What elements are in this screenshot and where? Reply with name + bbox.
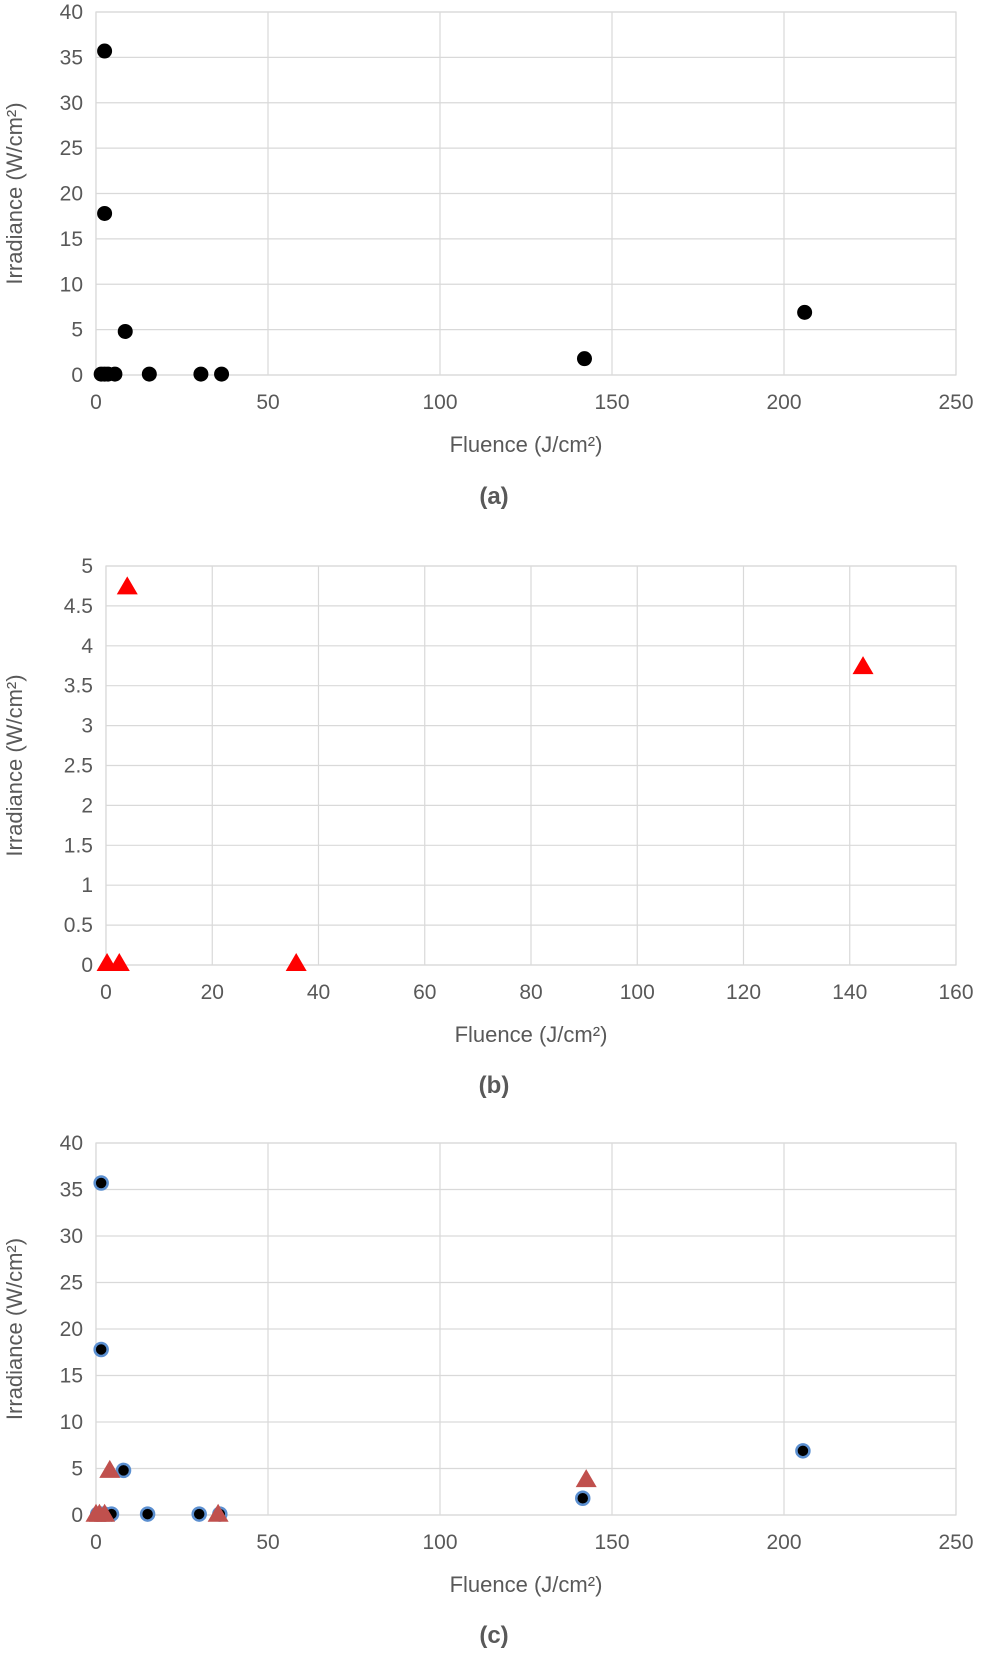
chart-3: 0 50 100 150 200 250 0 5 10 15 20 25 30 35 40 Fluence (… <box>2 1132 974 1649</box>
plot-frame <box>95 11 957 376</box>
data-point <box>117 323 133 339</box>
chart-caption: (b) <box>479 1072 510 1099</box>
x-axis-title: Fluence (J/cm²) <box>450 1572 603 1597</box>
data-point <box>193 366 209 382</box>
y-tick-label: 3.5 <box>64 675 93 698</box>
data-point <box>575 1490 591 1507</box>
data-point <box>214 366 230 382</box>
x-tick-label: 250 <box>938 391 973 414</box>
data-point <box>191 1506 207 1522</box>
y-tick-label: 20 <box>60 1318 83 1341</box>
x-tick-label: 0 <box>100 981 112 1004</box>
x-tick-label: 120 <box>726 981 761 1004</box>
data-point <box>99 1459 121 1478</box>
data-point <box>285 953 307 972</box>
data-point <box>852 656 874 675</box>
y-tick-label: 5 <box>71 1458 83 1481</box>
y-tick-label: 10 <box>60 1411 83 1434</box>
y-tick-label: 0.5 <box>64 914 93 937</box>
y-tick-label: 20 <box>60 183 83 206</box>
x-tick-label: 150 <box>594 1531 629 1554</box>
data-point <box>107 366 123 382</box>
chart-caption: (c) <box>479 1622 508 1649</box>
data-point <box>797 304 813 320</box>
x-tick-label: 160 <box>938 981 973 1004</box>
y-tick-label: 15 <box>60 228 83 251</box>
x-tick-label: 0 <box>90 391 102 414</box>
plot-frame <box>105 565 957 966</box>
y-tick-label: 25 <box>60 1272 83 1295</box>
y-tick-label: 15 <box>60 1365 83 1388</box>
series-2 <box>85 1459 597 1522</box>
x-tick-label: 100 <box>620 981 655 1004</box>
data-point <box>97 43 113 59</box>
y-tick-label: 4 <box>81 635 93 658</box>
series-1 <box>96 576 874 972</box>
data-point <box>108 953 130 972</box>
data-point <box>93 1341 109 1358</box>
data-point <box>139 1506 156 1522</box>
x-tick-label: 200 <box>766 1531 801 1554</box>
x-tick-label: 0 <box>90 1531 102 1554</box>
y-tick-label: 2.5 <box>64 755 93 778</box>
data-point <box>141 366 157 382</box>
y-axis-title: Irradiance (W/cm²) <box>2 1238 27 1420</box>
data-point <box>576 351 592 367</box>
x-axis-title: Fluence (J/cm²) <box>450 432 603 457</box>
y-tick-label: 0 <box>81 954 93 977</box>
x-tick-label: 250 <box>938 1531 973 1554</box>
data-point <box>795 1443 811 1459</box>
data-point <box>115 1462 132 1479</box>
data-point <box>94 1503 116 1522</box>
series-1 <box>93 43 813 382</box>
y-tick-label: 40 <box>60 1132 83 1155</box>
y-tick-label: 1.5 <box>64 834 93 857</box>
x-axis-title: Fluence (J/cm²) <box>455 1022 608 1047</box>
x-tick-label: 100 <box>422 391 457 414</box>
chart-caption: (a) <box>479 483 508 510</box>
y-tick-label: 25 <box>60 137 83 160</box>
y-tick-label: 35 <box>60 1179 83 1202</box>
y-tick-label: 0 <box>71 1504 83 1527</box>
y-tick-label: 2 <box>81 794 93 817</box>
x-tick-label: 200 <box>766 391 801 414</box>
y-tick-label: 35 <box>60 46 83 69</box>
x-tick-label: 140 <box>832 981 867 1004</box>
x-tick-label: 80 <box>519 981 542 1004</box>
y-tick-label: 0 <box>71 364 83 387</box>
x-tick-label: 150 <box>594 391 629 414</box>
y-axis-title: Irradiance (W/cm²) <box>2 674 27 856</box>
chart-1: 0 50 100 150 200 250 0 5 10 15 20 25 30 35 40 Fluence (… <box>2 1 974 510</box>
x-tick-label: 40 <box>307 981 330 1004</box>
plot-frame <box>95 1142 957 1516</box>
data-point <box>207 1503 229 1522</box>
x-tick-label: 50 <box>256 391 279 414</box>
y-tick-label: 3 <box>81 715 93 738</box>
y-tick-label: 40 <box>60 1 83 24</box>
y-tick-label: 10 <box>60 273 83 296</box>
y-tick-label: 5 <box>71 319 83 342</box>
x-tick-label: 50 <box>256 1531 279 1554</box>
x-tick-label: 100 <box>422 1531 457 1554</box>
y-tick-label: 4.5 <box>64 595 93 618</box>
data-point <box>116 576 138 595</box>
y-tick-label: 1 <box>81 874 93 897</box>
y-axis-title: Irradiance (W/cm²) <box>2 102 27 284</box>
data-point <box>97 205 113 221</box>
y-tick-label: 30 <box>60 1225 83 1248</box>
data-point <box>93 1175 109 1191</box>
chart-2: 0 20 40 60 80 100 120 140 160 0 0.5 1 1.5 2 2.5 3 3.5 4 4.… <box>2 555 974 1099</box>
data-point <box>575 1469 597 1488</box>
x-tick-label: 60 <box>413 981 436 1004</box>
y-tick-label: 30 <box>60 92 83 115</box>
y-tick-label: 5 <box>81 555 93 578</box>
x-tick-label: 20 <box>201 981 224 1004</box>
